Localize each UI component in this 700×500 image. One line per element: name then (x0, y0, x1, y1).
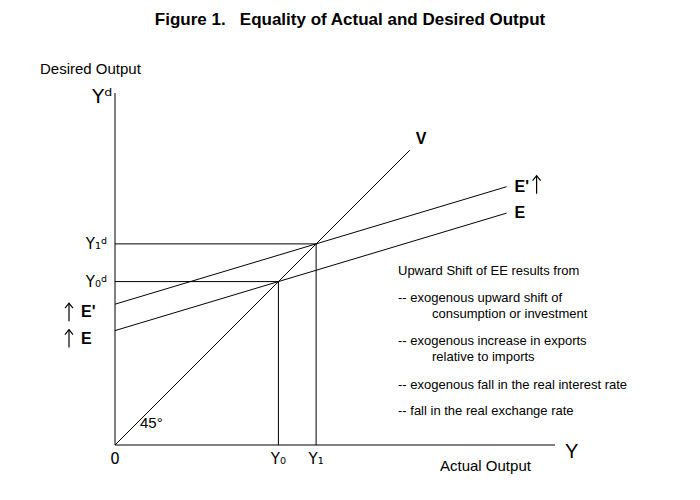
html-text:Figure 1. Equality of Actual a: Figure 1. Equality of Actual and Desired… (154, 10, 546, 29)
svg-text:E': E' (81, 303, 95, 320)
svg-text:Y₀: Y₀ (270, 450, 286, 468)
svg-text:E: E (81, 330, 92, 347)
svg-text:Y₁: Y₁ (308, 450, 324, 468)
svg-text:V: V (416, 130, 427, 147)
html-text:Upward Shift of EE results fro: Upward Shift of EE results from (398, 263, 580, 278)
html-text:45°: 45° (140, 414, 163, 431)
html-text:-- fall in the real exchange r: -- fall in the real exchange rate (398, 403, 574, 418)
svg-text:E: E (515, 204, 526, 221)
svg-text:Y₁ᵈ: Y₁ᵈ (85, 235, 107, 253)
html-text:-- exogenous increase in expor: -- exogenous increase in exports (398, 333, 587, 348)
html-text:Desired Output: Desired Output (40, 60, 141, 77)
html-text:Y: Y (565, 440, 579, 462)
html-text:relative to imports: relative to imports (432, 349, 535, 364)
html-text:-- exogenous upward shift of: -- exogenous upward shift of (398, 290, 562, 305)
html-text:Actual Output: Actual Output (440, 457, 531, 474)
svg-text:0: 0 (110, 450, 120, 468)
html-text:consumption or investment: consumption or investment (432, 306, 588, 321)
html-text:Yᵈ: Yᵈ (92, 84, 113, 108)
html-text:-- exogenous fall in the real: -- exogenous fall in the real interest r… (398, 377, 628, 392)
svg-text:Y₀ᵈ: Y₀ᵈ (85, 273, 107, 291)
svg-text:E': E' (515, 178, 529, 195)
